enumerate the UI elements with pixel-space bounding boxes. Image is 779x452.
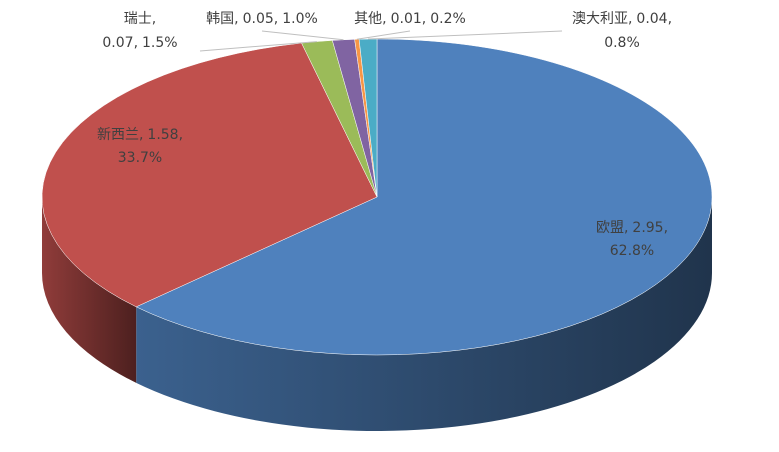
label-value: 2.95 [632, 220, 663, 236]
data-label: 33.7% [118, 150, 162, 166]
label-value: 0.05 [243, 11, 274, 27]
label-separator: , [664, 220, 668, 236]
label-separator: , [668, 11, 672, 27]
label-value: 0.07 [102, 35, 133, 51]
label-value: 0.01 [391, 11, 422, 27]
label-separator: , [624, 220, 628, 236]
slice-side [42, 197, 137, 383]
label-name: 新西兰 [97, 127, 139, 143]
data-label: 韩国, 0.05, 1.0% [206, 11, 318, 27]
label-separator: , [382, 11, 386, 27]
slice [41, 42, 378, 308]
label-name: 韩国 [206, 11, 234, 27]
label-percent: 33.7% [118, 150, 162, 166]
data-label: 欧盟, 2.95, [596, 220, 668, 236]
label-separator: , [139, 127, 143, 143]
label-separator: , [422, 11, 426, 27]
label-name: 欧盟 [596, 220, 624, 236]
data-label: 62.8% [610, 243, 654, 259]
slice-side [136, 197, 712, 432]
leader-line [356, 30, 411, 40]
label-separator: , [274, 11, 278, 27]
label-name: 其他 [354, 11, 382, 27]
label-separator: , [179, 127, 183, 143]
data-label: 新西兰, 1.58, [97, 127, 183, 143]
leader-line [199, 41, 317, 52]
label-separator: , [628, 11, 632, 27]
label-percent: 0.8% [604, 35, 640, 51]
label-percent: 1.5% [142, 35, 178, 51]
data-label: 澳大利亚, 0.04, [572, 11, 672, 27]
data-label: 其他, 0.01, 0.2% [354, 11, 466, 27]
label-percent: 62.8% [610, 243, 654, 259]
label-separator: , [152, 11, 156, 27]
leader-line [261, 30, 344, 41]
label-separator: , [234, 11, 238, 27]
label-name: 瑞士 [124, 11, 152, 27]
data-label: 0.8% [604, 35, 640, 51]
label-name: 澳大利亚 [572, 11, 628, 27]
leader-line [368, 30, 563, 40]
data-label: 瑞士, [124, 11, 156, 27]
label-value: 1.58 [147, 127, 178, 143]
data-label: 0.07, 1.5% [102, 35, 177, 51]
slice [135, 38, 713, 356]
label-percent: 1.0% [282, 11, 318, 27]
label-percent: 0.2% [430, 11, 466, 27]
label-value: 0.04 [636, 11, 667, 27]
label-separator: , [134, 35, 138, 51]
